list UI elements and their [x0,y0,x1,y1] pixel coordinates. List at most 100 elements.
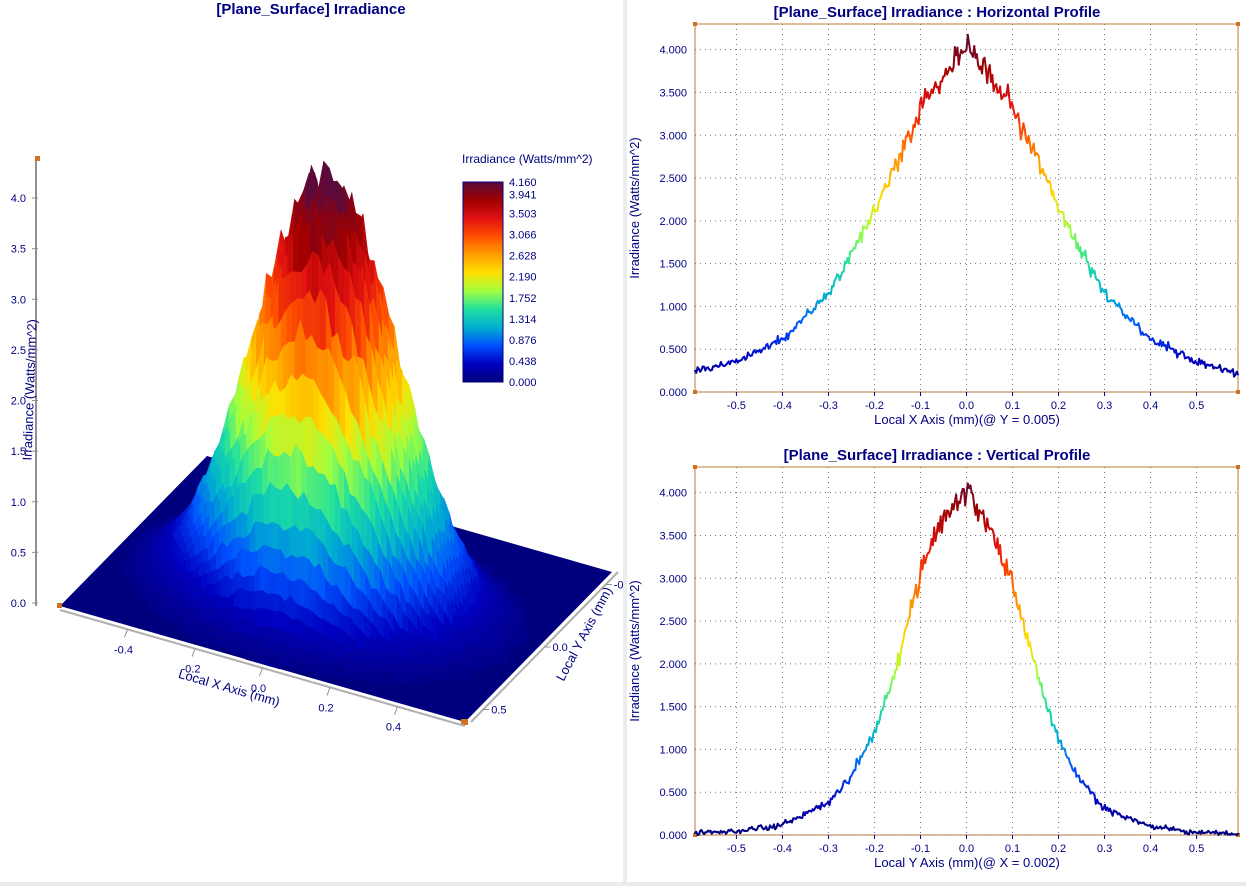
profile-line-segment [987,518,988,527]
x-tick-label: -0.4 [773,843,792,855]
y-tick-label: 2.000 [659,659,687,671]
y-tick-label: 4.000 [659,488,687,500]
z-tick-label: 1.0 [11,497,26,509]
x-tick-label: 0.0 [959,400,974,412]
profile-line-segment [1075,768,1076,777]
colorbar-label: 1.314 [509,314,537,326]
z-tick-label: 3.5 [11,244,26,256]
axis-corner-marker [1236,390,1240,394]
profile-line-segment [1034,144,1035,156]
profile-line-segment [872,733,873,742]
profile-line-segment [899,654,900,665]
profile-line-segment [977,54,978,65]
z-tick-label: 4.0 [11,193,26,205]
vertical-profile-panel: [Plane_Surface] Irradiance : Vertical Pr… [627,443,1246,886]
profile-line-segment [1070,225,1071,237]
x-tick-label: 0.2 [1051,843,1066,855]
profile-line-segment [919,103,920,124]
y-tick-label: 3.500 [659,530,687,542]
profile-line-segment [894,670,895,679]
profile-line-segment [1031,650,1032,657]
axis-corner-marker [693,22,697,26]
surface-facet [322,668,328,678]
surface-facet [210,636,216,646]
x-tick-label: 0.5 [1189,843,1204,855]
x-tick-label: -0.3 [819,843,838,855]
surface-facet [450,670,456,680]
profile-line-segment [876,722,877,732]
x-tick-label: -0.4 [773,400,792,412]
profile-line-segment [862,226,863,242]
colorbar-label: 3.503 [509,209,537,221]
surface-facet [185,623,191,635]
colorbar-label: 2.190 [509,272,537,284]
horizontal-profile-chart: [Plane_Surface] Irradiance : Horizontal … [627,0,1246,443]
profile-line-segment [1041,684,1042,696]
colorbar-gradient [463,182,503,382]
chart-title: [Plane_Surface] Irradiance [216,1,405,18]
chart-title: [Plane_Surface] Irradiance : Vertical Pr… [784,447,1091,464]
x-tick-label: 0.5 [1189,400,1204,412]
colorbar-label: 0.000 [509,377,537,389]
profile-line-segment [1025,129,1026,139]
z-tick-label: 0.5 [11,547,26,559]
surface-facet [480,661,486,672]
z-tick-label: 0.0 [11,598,26,610]
profile-line-segment [1000,87,1001,100]
colorbar-label: 0.876 [509,335,537,347]
x-tick-label: 0.4 [386,722,401,734]
axis-corner-marker [693,465,697,469]
axis-corner-marker [57,603,62,608]
surface-facet [383,672,389,683]
surface-facet [198,633,204,643]
profile-line-segment [1085,251,1086,262]
x-axis-label: Local X Axis (mm)(@ Y = 0.005) [874,412,1060,427]
x-tick-label: -0.3 [819,400,838,412]
x-tick-label: -0.1 [911,843,930,855]
profile-line-segment [1021,133,1022,140]
colorbar-label: 4.160 [509,177,537,189]
profile-line-segment [912,598,913,607]
surface-facet [179,623,185,633]
profile-line-segment [1016,593,1017,605]
profile-line-segment [1020,605,1021,618]
profile-line-segment [939,82,940,93]
colorbar-title: Irradiance (Watts/mm^2) [462,152,593,166]
profile-line-segment [960,495,961,503]
profile-line-segment [1106,290,1107,301]
colorbar-label: 3.941 [509,190,537,202]
y-tick-label: 0.5 [491,705,506,717]
colorbar-label: 1.752 [509,293,537,305]
profile-line-segment [919,578,920,590]
x-tick-label: 0.3 [1097,400,1112,412]
x-tick-label: 0.1 [1005,400,1020,412]
profile-line-segment [973,495,974,506]
surface-facet [502,654,508,664]
surface-facet [305,663,311,673]
x-tick-mark [125,629,128,637]
x-tick-mark [395,707,398,715]
profile-line-segment [911,135,912,142]
profile-line-segment [1029,136,1030,143]
x-axis-label: Local Y Axis (mm)(@ X = 0.002) [874,855,1060,870]
profile-line-segment [904,137,905,149]
surface-facet [274,659,280,668]
x-tick-label: 0.3 [1097,843,1112,855]
y-tick-label: 0.000 [659,387,687,399]
surface-facet [348,671,354,681]
profile-line-segment [1018,113,1019,124]
surface-facet [215,636,221,648]
surface-facet [294,658,300,670]
y-tick-label: 3.500 [659,87,687,99]
profile-line-segment [1237,834,1238,835]
profile-line-segment [831,286,832,294]
surface-facet [125,567,131,578]
profile-line-segment [965,494,966,506]
profile-line-segment [946,511,947,521]
profile-line-segment [982,59,983,73]
profile-line-segment [859,756,860,764]
x-tick-label: 0.2 [1051,400,1066,412]
surface-facet [193,632,199,641]
x-tick-label: -0.5 [727,400,746,412]
y-tick-label: 1.500 [659,259,687,271]
